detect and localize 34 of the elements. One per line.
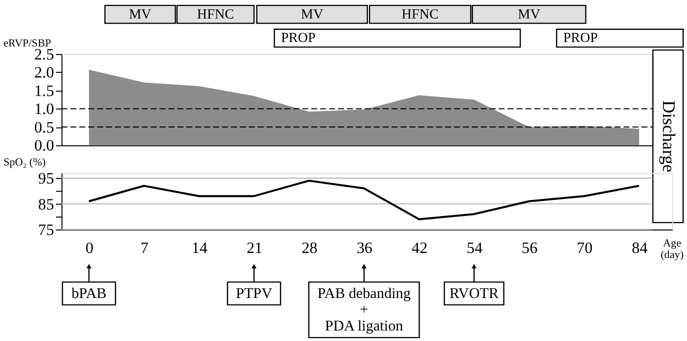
y-axis-title: SpO₂ (%) [3, 156, 46, 169]
x-tick-label: 42 [412, 240, 428, 257]
y-tick-label: 2.0 [34, 64, 54, 82]
y-tick-label: 1.5 [34, 82, 54, 100]
y-tick-label: 95 [38, 170, 54, 188]
x-tick-label: 7 [140, 240, 149, 257]
text: PROP [280, 31, 316, 46]
y-tick-label: 75 [38, 222, 54, 239]
y-tick-label: 0.5 [34, 119, 54, 136]
annotation: PTPV [236, 286, 272, 302]
text: PROP [563, 31, 598, 46]
line-series [88, 180, 640, 220]
x-tick-label: 56 [522, 240, 538, 257]
x-tick-label: 21 [246, 240, 262, 257]
x-tick-label: 36 [356, 240, 373, 257]
annotation: RVOTR [449, 286, 499, 302]
x-tick-label: 0 [86, 240, 94, 257]
annotation: bPAB [71, 286, 107, 302]
text: HFNC [197, 7, 234, 22]
y-tick-label: 0.0 [34, 138, 54, 155]
x-tick-label: 28 [302, 240, 318, 257]
y-tick-label: 1.0 [34, 101, 54, 118]
x-tick-label: 70 [576, 240, 593, 257]
x-tick-label: 54 [466, 240, 483, 257]
text: MV [128, 7, 152, 22]
annotation: PAB debanding + PDA ligation [317, 286, 412, 335]
text: Discharge [658, 100, 679, 172]
text: MV [518, 7, 540, 22]
x-tick-label: 84 [632, 240, 648, 257]
text: HFNC [402, 7, 439, 22]
x-axis-title: Age (day) [660, 237, 684, 262]
x-tick-label: 14 [192, 240, 208, 257]
text: MV [300, 7, 324, 22]
y-tick-label: 85 [38, 196, 54, 214]
